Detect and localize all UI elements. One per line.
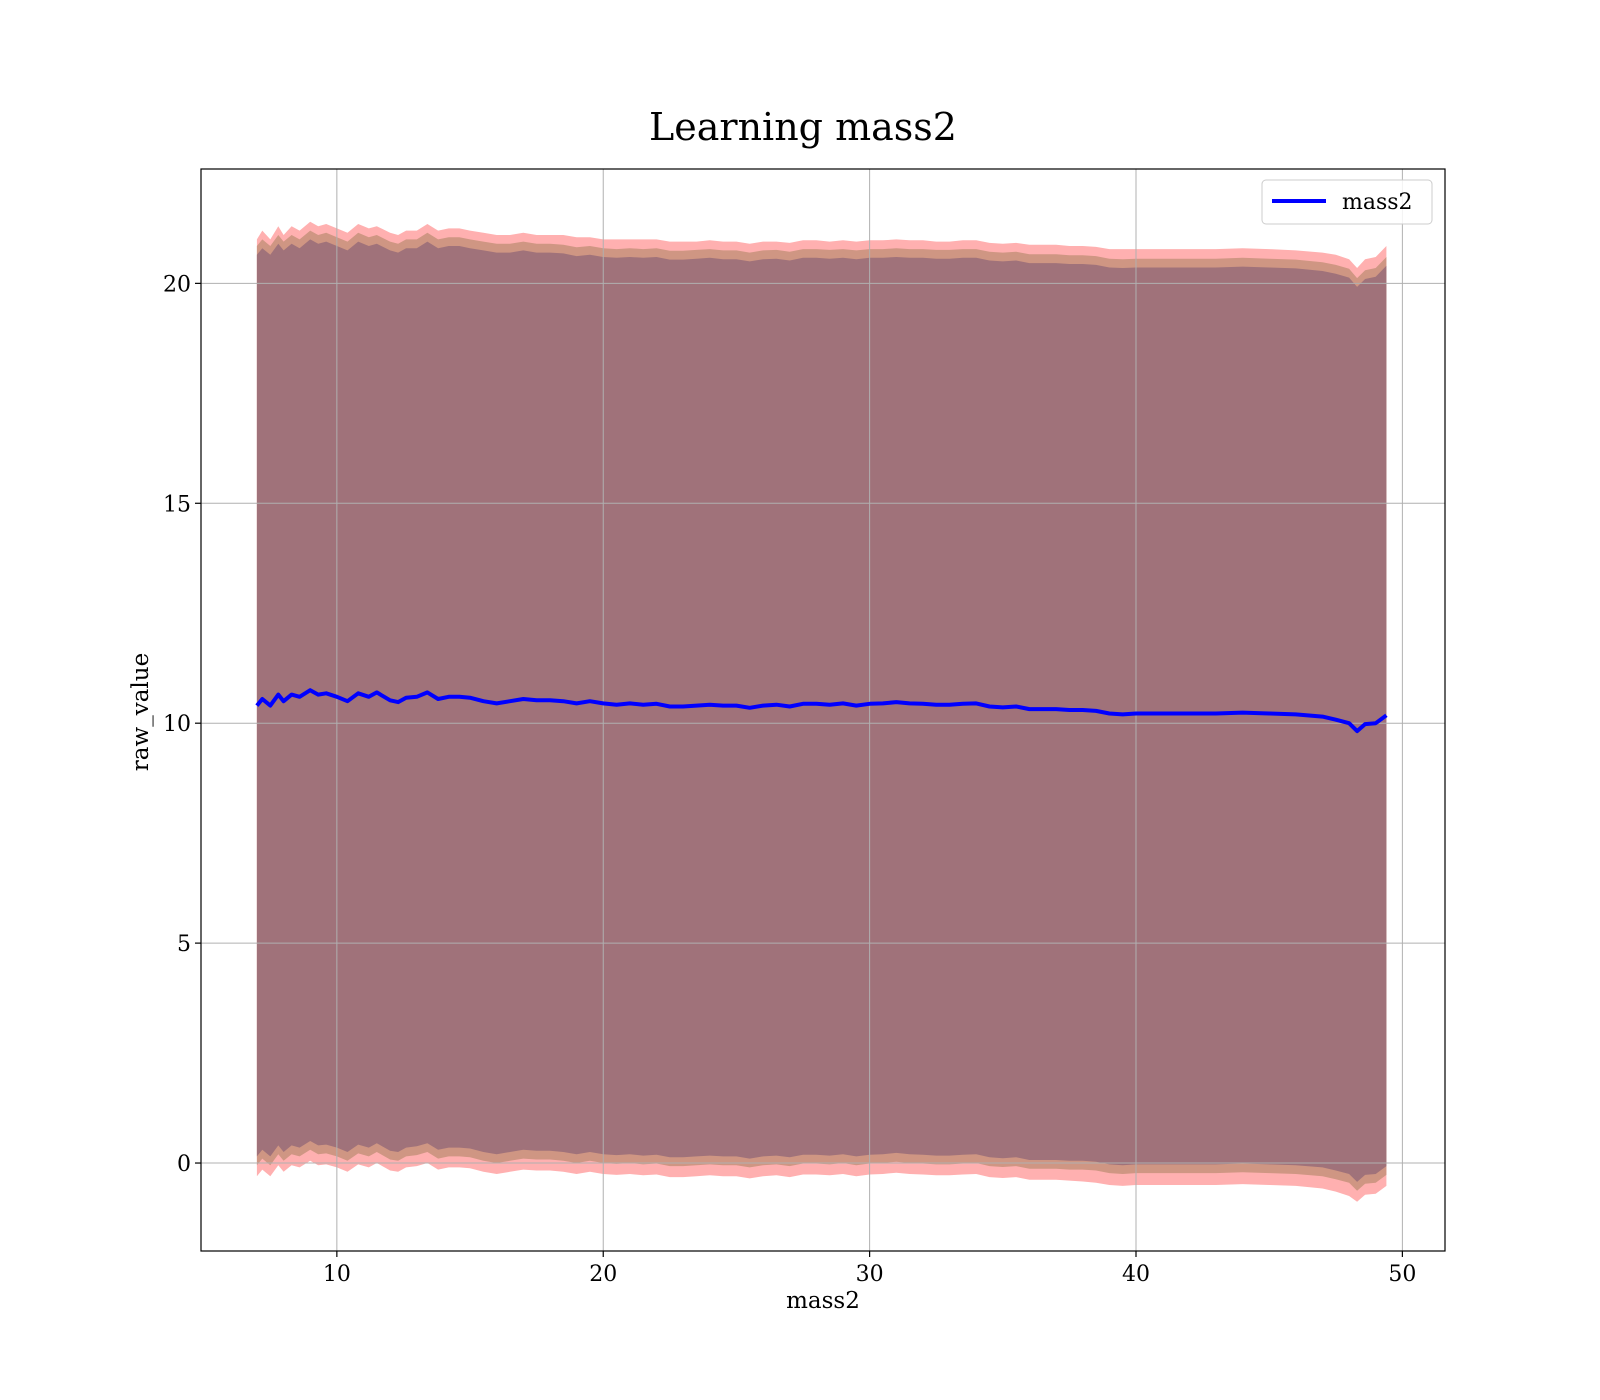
y-axis-ticks: 0 5 10 15 20 (163, 272, 201, 1177)
x-axis-label: mass2 (786, 1288, 860, 1314)
legend-box (1261, 179, 1433, 225)
x-axis-ticks: 10 20 30 40 50 (323, 1251, 1416, 1287)
x-tick-label: 10 (323, 1262, 351, 1287)
y-axis-label: raw_value (128, 653, 154, 771)
band-inner (256, 239, 1387, 1182)
grid (201, 169, 1445, 1251)
x-tick-label: 40 (1122, 1262, 1150, 1287)
series-line-mass2 (255, 688, 1388, 734)
confidence-bands (256, 221, 1387, 1202)
x-tick-label: 30 (856, 1262, 884, 1287)
x-tick-label: 50 (1388, 1262, 1416, 1287)
series-layer (255, 688, 1388, 734)
y-tick-label: 0 (177, 1152, 191, 1177)
y-tick-label: 5 (177, 932, 191, 957)
y-tick-label: 10 (163, 712, 191, 737)
legend-entry-mass2: mass2 (1342, 190, 1413, 215)
x-tick-label: 20 (589, 1262, 617, 1287)
chart-title: Learning mass2 (649, 105, 957, 149)
y-tick-label: 15 (163, 492, 191, 517)
y-tick-label: 20 (163, 272, 191, 297)
legend: mass2 (1261, 179, 1433, 225)
plot-frame (200, 168, 1446, 1252)
